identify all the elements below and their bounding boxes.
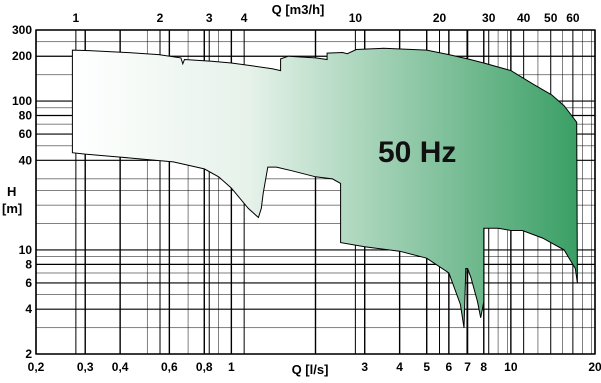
x-tick-label: 8 xyxy=(480,360,487,374)
x-tick-label: 6 xyxy=(446,360,453,374)
x-tick-label: 10 xyxy=(504,360,518,374)
plot-border xyxy=(35,29,596,355)
y-tick-label: 60 xyxy=(19,127,33,141)
x2-tick-label: 10 xyxy=(349,11,363,25)
y-tick-label: 80 xyxy=(19,108,33,122)
x2-tick-label: 50 xyxy=(544,11,558,25)
y-tick-label: 2 xyxy=(25,347,32,361)
x-tick-label: 4 xyxy=(396,360,403,374)
x-tick-label: 0,6 xyxy=(161,360,178,374)
y-axis-label-h: H xyxy=(7,184,16,199)
bottom-axis-ticks: 0,2 0,3 0,4 0,6 0,8 1 3 4 5 6 7 8 10 20 xyxy=(28,360,601,374)
x-axis-label: Q [l/s] xyxy=(292,362,329,377)
y-axis-label-unit: [m] xyxy=(2,201,22,216)
x2-tick-label: 4 xyxy=(241,11,248,25)
x-tick-label: 0,8 xyxy=(196,360,213,374)
x2-axis-label: Q [m3/h] xyxy=(272,2,325,17)
y-tick-label: 10 xyxy=(19,243,33,257)
y-tick-label: 300 xyxy=(12,23,32,37)
frequency-annotation: 50 Hz xyxy=(378,136,456,169)
y-tick-label: 4 xyxy=(25,302,32,316)
x-tick-label: 1 xyxy=(228,360,235,374)
x2-tick-label: 60 xyxy=(566,11,580,25)
x2-tick-label: 2 xyxy=(157,11,164,25)
x-tick-label: 0,3 xyxy=(77,360,94,374)
x2-tick-label: 20 xyxy=(433,11,447,25)
x-tick-label: 5 xyxy=(423,360,430,374)
top-axis-ticks: 1 2 3 4 10 20 30 40 50 60 xyxy=(73,11,580,25)
performance-envelope xyxy=(71,47,578,328)
x2-tick-label: 1 xyxy=(73,11,80,25)
x2-tick-label: 30 xyxy=(482,11,496,25)
x-tick-label: 7 xyxy=(464,360,471,374)
x-tick-label: 20 xyxy=(588,360,601,374)
y-tick-label: 100 xyxy=(12,94,32,108)
x-tick-label: 3 xyxy=(361,360,368,374)
y-tick-label: 8 xyxy=(25,257,32,271)
y-tick-label: 6 xyxy=(25,276,32,290)
x2-tick-label: 3 xyxy=(206,11,213,25)
x2-tick-label: 40 xyxy=(517,11,531,25)
y-tick-label: 200 xyxy=(12,49,32,63)
x-tick-label: 0,4 xyxy=(112,360,129,374)
x-tick-label: 0,2 xyxy=(28,360,45,374)
y-tick-label: 40 xyxy=(19,153,33,167)
